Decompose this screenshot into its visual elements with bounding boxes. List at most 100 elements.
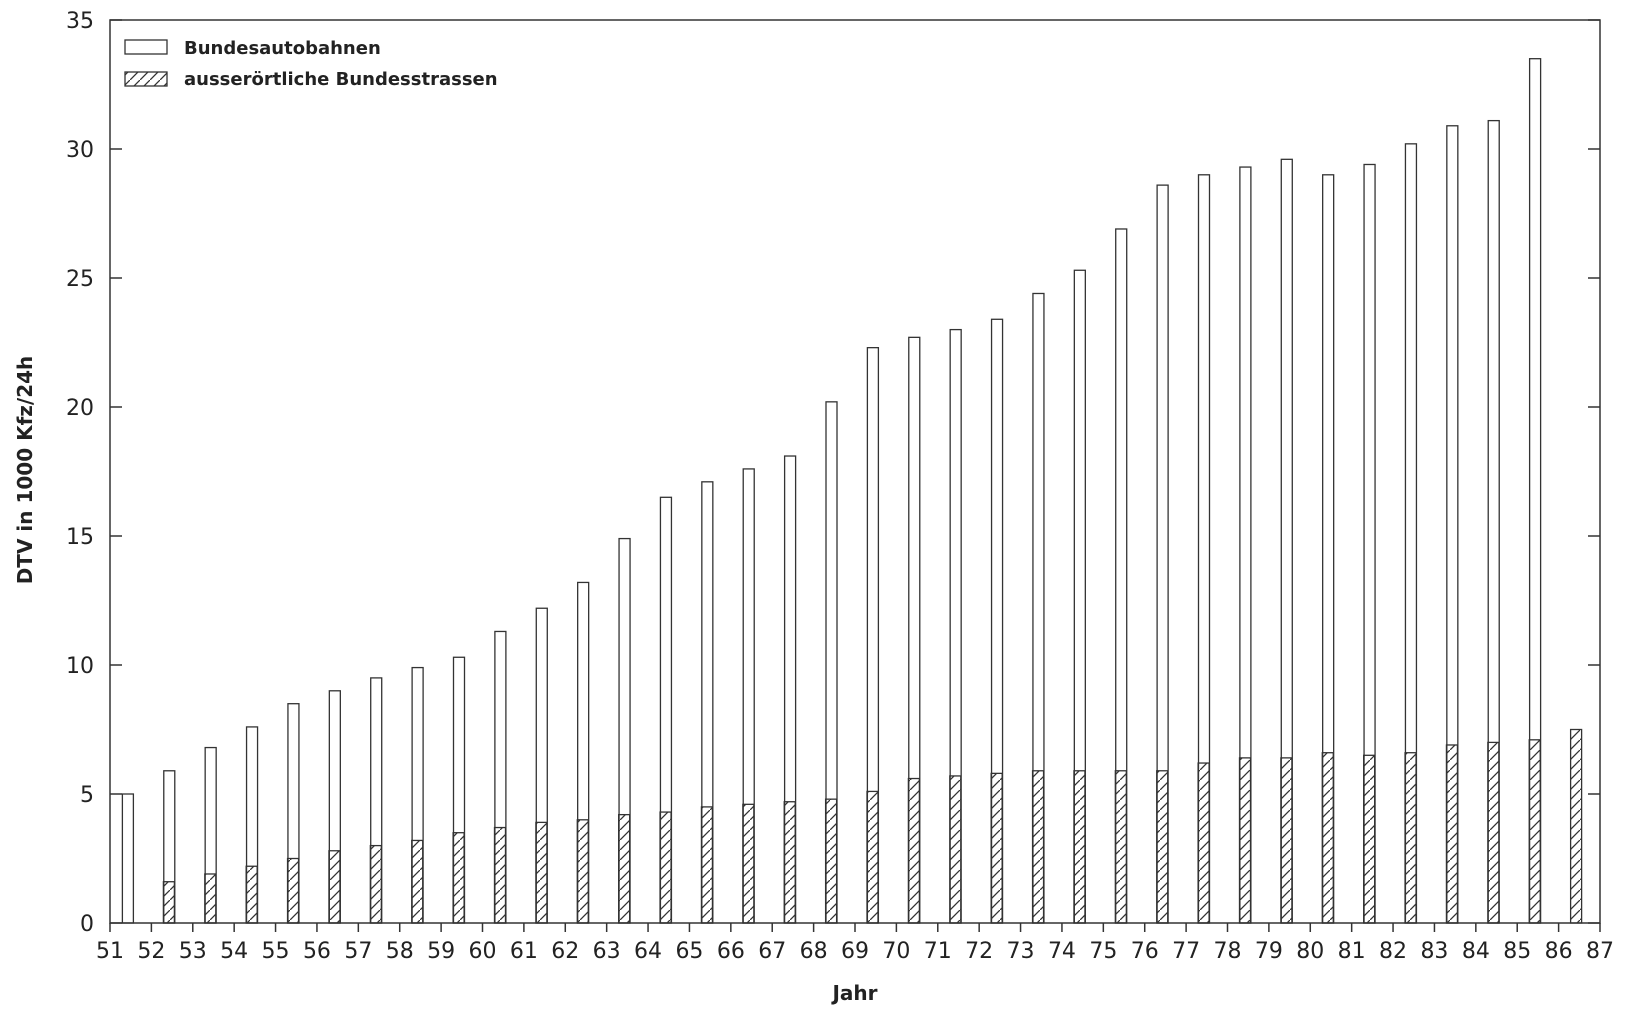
x-tick-label: 64 <box>634 939 662 964</box>
bar-bundesstrassen <box>452 832 465 924</box>
x-tick-label: 61 <box>510 939 538 964</box>
x-axis-title: Jahr <box>830 981 877 1005</box>
bar-bundesstrassen <box>700 806 714 924</box>
bar-bundesstrassen <box>1156 770 1169 924</box>
bar-bundesstrassen <box>907 777 921 924</box>
bar-bundesstrassen <box>824 798 838 924</box>
x-tick-label: 53 <box>179 939 207 964</box>
x-tick-label: 51 <box>96 939 124 964</box>
x-tick-label: 55 <box>262 939 290 964</box>
bar-bundesautobahnen <box>1528 58 1542 924</box>
x-tick-label: 75 <box>1089 939 1117 964</box>
bar-bundesstrassen <box>659 811 672 924</box>
legend-label-series-1: Bundesautobahnen <box>184 38 381 59</box>
x-tick-label: 58 <box>386 939 414 964</box>
bar-bundesautobahnen <box>1156 184 1169 924</box>
bar-bundesstrassen <box>1114 770 1127 924</box>
bar-bundesstrassen <box>369 844 382 924</box>
y-tick-label: 5 <box>80 783 94 808</box>
bar-bundesautobahnen <box>328 690 341 924</box>
bar-bundesautobahnen <box>1487 119 1500 924</box>
legend: Bundesautobahnen ausserörtliche Bundesst… <box>124 38 498 90</box>
bar-bundesstrassen <box>245 865 258 924</box>
x-tick-label: 68 <box>800 939 828 964</box>
bar-bundesautobahnen <box>825 401 838 924</box>
legend-swatch-series-2 <box>124 71 168 87</box>
bar-bundesautobahnen <box>1032 292 1045 924</box>
bar-bundesautobahnen <box>577 581 590 924</box>
bar-bundesautobahnen <box>494 630 507 924</box>
y-axis-title: DTV in 1000 Kfz/24h <box>13 356 37 585</box>
bar-bundesstrassen <box>949 775 962 924</box>
y-tick-label: 25 <box>66 267 94 292</box>
x-tick-label: 83 <box>1420 939 1448 964</box>
bar-bundesautobahnen <box>866 347 880 924</box>
x-tick-label: 71 <box>924 939 952 964</box>
x-tick-label: 63 <box>593 939 621 964</box>
bar-bundesautobahnen <box>287 703 300 924</box>
bar-bundesstrassen <box>411 839 424 924</box>
bar-bundesautobahnen <box>1404 143 1418 924</box>
x-tick-label: 77 <box>1172 939 1200 964</box>
bar-bundesstrassen <box>535 821 548 924</box>
bar-bundesstrassen <box>1569 728 1583 924</box>
x-tick-label: 62 <box>551 939 579 964</box>
bar-bundesautobahnen <box>411 666 424 924</box>
bar-bundesstrassen <box>1528 739 1541 924</box>
bar-bundesautobahnen <box>701 481 714 924</box>
bar-bundesstrassen <box>493 826 507 924</box>
x-tick-label: 65 <box>675 939 703 964</box>
bar-bundesstrassen <box>783 801 796 924</box>
bar-bundesstrassen <box>1073 770 1086 924</box>
x-tick-label: 67 <box>758 939 786 964</box>
x-tick-label: 79 <box>1255 939 1283 964</box>
y-axis: 0 5 10 15 20 25 30 35 <box>66 9 1600 937</box>
y-tick-label: 10 <box>66 654 94 679</box>
y-tick-label: 30 <box>66 138 94 163</box>
x-tick-label: 86 <box>1545 939 1573 964</box>
bar-bundesstrassen <box>576 819 589 924</box>
bar-bundesstrassen <box>1197 762 1210 924</box>
y-tick-label: 0 <box>80 912 94 937</box>
bar-bundesautobahnen <box>163 770 176 924</box>
x-tick-label: 73 <box>1007 939 1035 964</box>
x-tick-label: 84 <box>1462 939 1490 964</box>
bar-bundesstrassen <box>990 772 1003 924</box>
bar-bundesautobahnen <box>742 468 755 924</box>
bar-bundesautobahnen <box>949 328 962 924</box>
x-tick-label: 81 <box>1338 939 1366 964</box>
bar-bundesstrassen <box>742 803 755 924</box>
bar-bundesstrassen <box>204 873 217 924</box>
bar-bundesstrassen <box>618 813 631 924</box>
x-tick-label: 82 <box>1379 939 1407 964</box>
x-tick-label: 69 <box>841 939 869 964</box>
y-tick-label: 20 <box>66 396 94 421</box>
bar-bundesautobahnen <box>245 726 259 924</box>
x-tick-label: 87 <box>1586 939 1614 964</box>
legend-label-series-2: ausserörtliche Bundesstrassen <box>184 69 498 90</box>
bar-bundesstrassen <box>162 881 176 924</box>
bar-bundesautobahnen <box>1239 166 1252 924</box>
x-tick-label: 70 <box>882 939 910 964</box>
y-tick-label: 15 <box>66 525 94 550</box>
bar-bundesautobahnen <box>1280 158 1293 924</box>
bar-bundesautobahnen <box>659 496 673 924</box>
x-tick-label: 57 <box>344 939 372 964</box>
bar-bundesautobahnen <box>1073 269 1086 924</box>
bar-bundesstrassen <box>286 857 300 924</box>
bar-bundesstrassen <box>1404 752 1417 924</box>
x-tick-label: 56 <box>303 939 331 964</box>
bar-bundesstrassen <box>1363 754 1376 924</box>
bar-bundesautobahnen <box>783 455 797 924</box>
x-tick-label: 66 <box>717 939 745 964</box>
bar-bundesautobahnen <box>452 656 466 924</box>
bar-bundesautobahnen <box>535 607 548 924</box>
bar-bundesstrassen <box>866 790 879 924</box>
y-tick-label: 35 <box>66 9 94 34</box>
x-tick-label: 85 <box>1503 939 1531 964</box>
x-tick-label: 59 <box>427 939 455 964</box>
bar-bundesautobahnen <box>1363 163 1376 924</box>
bar-bundesautobahnen <box>1446 125 1459 924</box>
bar-bundesstrassen <box>1321 752 1334 924</box>
